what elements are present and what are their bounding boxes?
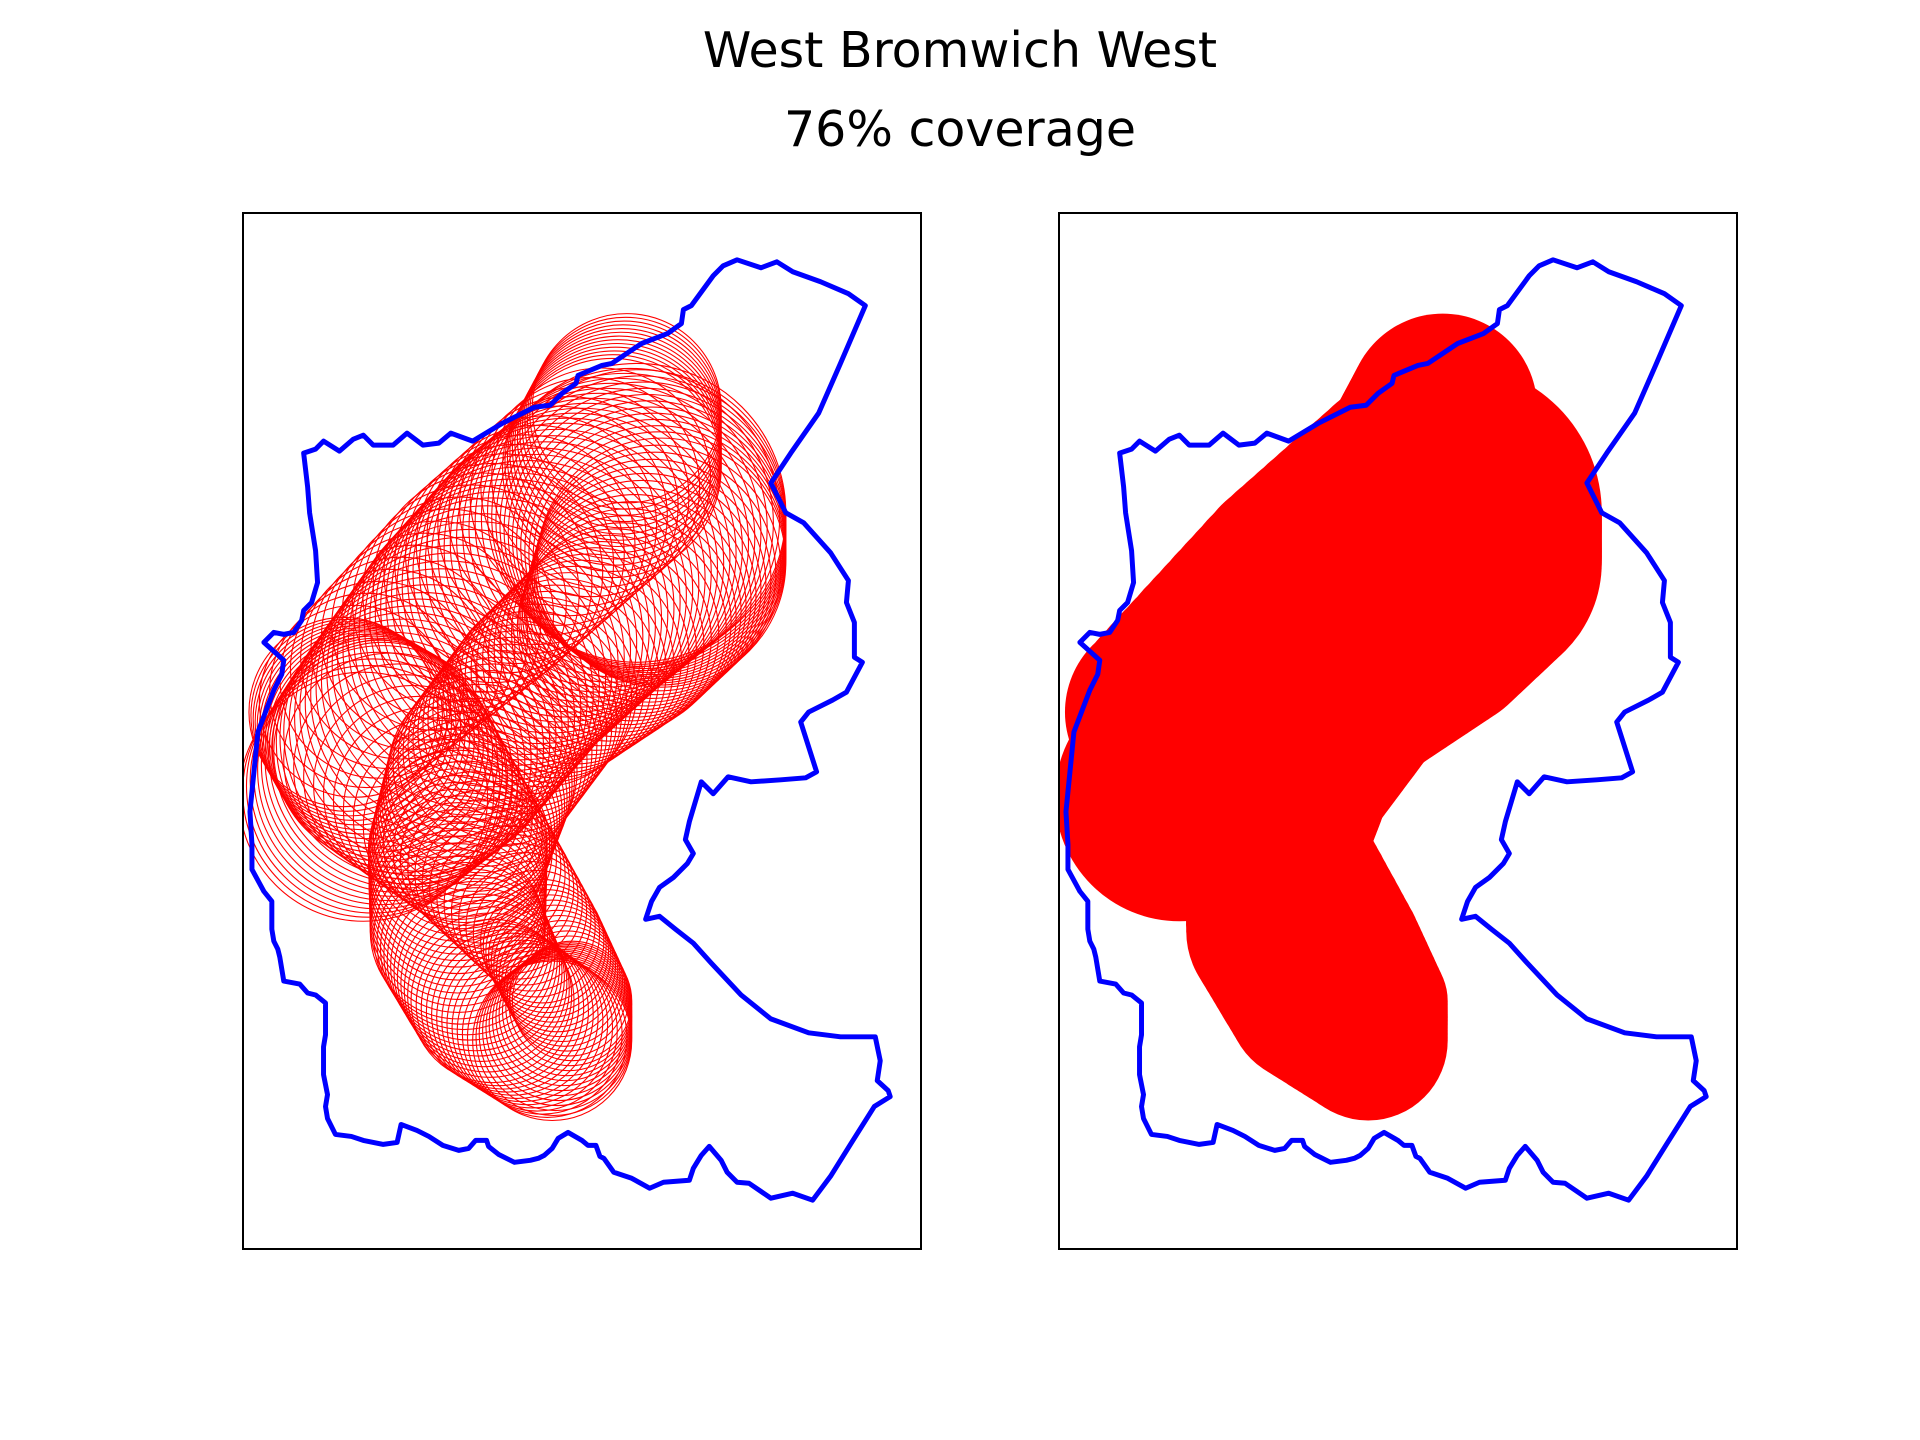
coverage-circle	[248, 616, 439, 808]
coverage-circle	[528, 472, 762, 707]
coverage-filled-map	[1060, 257, 1709, 1203]
coverage-circle	[383, 462, 604, 684]
coverage-circles-outline	[244, 313, 787, 1122]
coverage-circle	[410, 918, 575, 1084]
coverage-circle	[303, 674, 508, 880]
coverage-circle	[437, 415, 658, 636]
coverage-circle	[443, 834, 583, 974]
coverage-circle	[431, 932, 594, 1096]
coverage-circle	[407, 789, 562, 944]
coverage-circle	[458, 851, 592, 986]
coverage-circle	[258, 604, 452, 798]
coverage-circle	[456, 950, 618, 1112]
coverage-circle	[509, 935, 630, 1057]
coverage-circle	[382, 697, 571, 886]
coverage-circle	[252, 621, 448, 817]
coverage-outline-map	[244, 257, 893, 1203]
coverage-circle	[472, 869, 601, 998]
coverage-circle	[429, 816, 575, 962]
coverage-circle	[300, 556, 503, 760]
coverage-circle	[426, 424, 647, 645]
constituency-boundary	[1063, 257, 1709, 1203]
coverage-circle	[342, 717, 528, 903]
coverage-circle	[372, 472, 593, 693]
coverage-circle	[511, 940, 633, 1062]
coverage-circle	[490, 899, 614, 1023]
coverage-circle	[399, 780, 557, 938]
coverage-circle	[352, 728, 533, 909]
coverage-circle	[458, 396, 679, 617]
coverage-circle	[289, 568, 490, 770]
coverage-circle	[265, 633, 475, 844]
coverage-circle	[267, 635, 480, 849]
coverage-circle	[384, 690, 573, 880]
coverage-circle	[387, 676, 578, 868]
panel-circle-outlines	[242, 212, 922, 1250]
coverage-circle	[353, 491, 644, 782]
coverage-circle	[283, 652, 499, 868]
coverage-circle	[450, 843, 588, 980]
coverage-circle	[385, 683, 576, 874]
coverage-circle	[441, 939, 604, 1103]
coverage-circle	[244, 671, 489, 922]
coverage-circle	[332, 706, 523, 897]
coverage-circle	[293, 663, 504, 874]
coverage-circle	[448, 405, 668, 626]
coverage-circle	[488, 894, 612, 1018]
coverage-circle	[394, 453, 615, 674]
coverage-circle	[446, 943, 609, 1106]
coverage-circle	[464, 578, 660, 774]
panel-filled-coverage	[1058, 212, 1738, 1250]
coverage-circle	[382, 760, 548, 926]
coverage-circle	[506, 930, 628, 1052]
coverage-circle	[400, 899, 568, 1068]
coverage-area-filled	[1060, 313, 1602, 1121]
coverage-circle	[250, 618, 443, 812]
coverage-circle	[425, 929, 590, 1093]
coverage-circle	[480, 377, 701, 598]
coverage-circle	[533, 451, 777, 696]
coverage-circle	[480, 878, 605, 1004]
coverage-circle	[516, 522, 727, 733]
coverage-circle	[254, 623, 453, 822]
coverage-circle	[485, 889, 610, 1014]
coverage-circle	[403, 906, 570, 1073]
coverage-circle	[256, 625, 457, 826]
coverage-circle	[320, 532, 529, 741]
coverage-circle	[412, 643, 603, 834]
coverage-circle	[322, 695, 518, 892]
coverage-fill-circle	[1348, 313, 1538, 503]
coverage-circle	[407, 650, 598, 841]
coverage-circle	[372, 749, 543, 921]
coverage-circle	[331, 520, 542, 731]
constituency-boundary	[247, 257, 893, 1203]
coverage-circle	[436, 936, 599, 1100]
coverage-circle	[525, 486, 752, 714]
coverage-circle	[470, 572, 668, 770]
map-title: West Bromwich West	[702, 22, 1218, 79]
coverage-circle	[310, 544, 516, 750]
coverage-circle	[465, 860, 596, 992]
coverage-circle	[262, 631, 471, 840]
coverage-circle	[451, 946, 614, 1109]
coverage-circle	[390, 447, 687, 745]
coverage-circle	[505, 534, 712, 742]
coverage-circle	[449, 392, 750, 693]
coverage-circle	[396, 893, 565, 1062]
coverage-subtitle: 76% coverage	[784, 101, 1136, 158]
coverage-circle	[421, 807, 570, 956]
